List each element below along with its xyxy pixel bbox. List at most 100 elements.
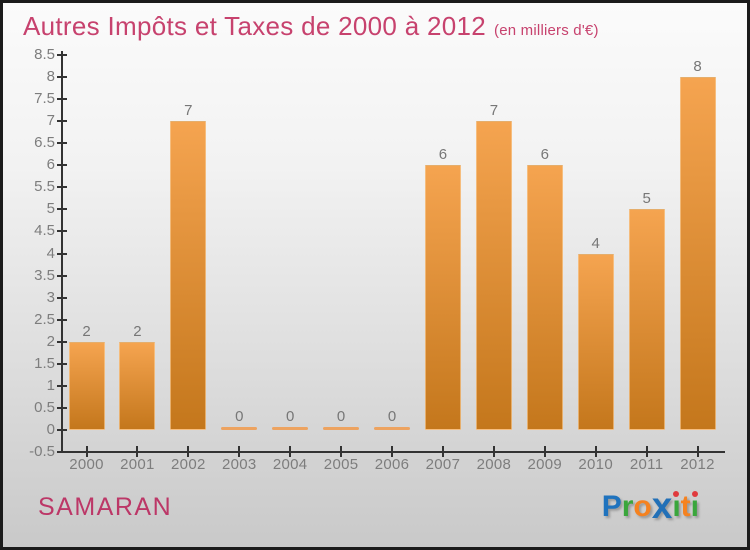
logo-letter: ı: [672, 490, 681, 523]
y-axis-tick: [57, 186, 67, 189]
chart-header: Autres Impôts et Taxes de 2000 à 2012 (en…: [23, 11, 599, 42]
x-axis-tick: [85, 446, 88, 457]
logo-letter: r: [621, 490, 634, 523]
y-axis-label: 8.5: [34, 45, 55, 63]
chart-title: Autres Impôts et Taxes de 2000 à 2012: [23, 11, 487, 41]
zero-bar: [272, 427, 309, 430]
y-axis-tick: [57, 208, 67, 211]
y-axis-tick: [57, 252, 67, 255]
x-axis-tick: [543, 446, 546, 457]
y-axis-tick: [57, 120, 67, 123]
bar-value-label: 0: [286, 408, 295, 425]
logo-letter: t: [680, 490, 691, 523]
x-axis-label: 2002: [171, 456, 206, 473]
y-axis-tick: [57, 164, 67, 167]
y-axis-label: 1.5: [34, 354, 55, 372]
bar-value-label: 4: [591, 234, 600, 252]
logo-letter: P: [601, 490, 622, 523]
x-axis-label: 2011: [629, 456, 664, 473]
y-axis-label: 0: [46, 421, 55, 438]
logo-letter: ı: [690, 490, 699, 523]
bar-value-label: 0: [336, 408, 346, 425]
y-axis-label: 3: [46, 288, 55, 306]
bar-value-label: 0: [235, 408, 244, 425]
bar-value-label: 6: [438, 146, 448, 164]
bar-value-label: 0: [387, 408, 397, 425]
x-axis-label: 2010: [578, 456, 613, 473]
logo-letter-dot: [673, 491, 680, 497]
x-axis-label: 2001: [120, 456, 155, 473]
y-axis-label: 7.5: [34, 90, 55, 108]
bar: [679, 77, 716, 430]
y-axis-label: 3.5: [34, 266, 55, 284]
bar: [628, 209, 665, 430]
y-axis-label: -0.5: [29, 443, 55, 461]
y-axis-line: [61, 51, 63, 453]
y-axis-tick: [57, 230, 67, 233]
y-axis-label: 4: [46, 244, 55, 262]
chart-subtitle: (en milliers d'€): [494, 22, 599, 39]
bar-value-label: 8: [693, 58, 702, 76]
bar-value-label: 2: [133, 322, 142, 340]
x-axis-label: 2003: [221, 456, 257, 473]
x-axis-label: 2008: [476, 456, 512, 473]
x-axis-tick: [696, 446, 699, 457]
y-axis-label: 6: [46, 156, 55, 174]
bar-value-label: 6: [540, 146, 549, 164]
y-axis-tick: [57, 318, 67, 321]
y-axis-tick: [57, 384, 67, 387]
bar: [68, 341, 105, 430]
y-axis-tick: [57, 451, 67, 454]
x-axis-label: 2005: [323, 456, 359, 473]
x-axis-tick: [136, 446, 139, 457]
x-axis-tick: [391, 446, 394, 457]
y-axis-tick: [57, 76, 67, 79]
x-axis-tick: [441, 446, 444, 457]
bar: [170, 121, 207, 430]
location-label: SAMARAN: [38, 493, 173, 521]
y-axis-tick: [57, 53, 67, 56]
bar-chart-plot: 8.5 8 7.5 7 6.5 6 5.5 5 4.5 4 3.5 3 2.5 2 1.5 1 0.5 0 -0.5…: [3, 3, 747, 547]
x-axis-tick: [289, 446, 292, 457]
x-axis-label: 2004: [272, 456, 308, 473]
bar-value-label: 2: [82, 322, 91, 340]
x-axis-label: 2006: [374, 456, 410, 473]
zero-bar: [221, 427, 258, 430]
x-axis-tick: [645, 446, 648, 457]
y-axis-tick: [57, 296, 67, 299]
x-axis-tick: [594, 446, 597, 457]
bar: [577, 253, 614, 430]
x-axis-tick: [340, 446, 343, 457]
y-axis-tick: [57, 406, 67, 409]
x-axis-tick: [187, 446, 190, 457]
x-axis-label: 2007: [425, 456, 461, 473]
x-axis-tick: [492, 446, 495, 457]
bar: [424, 165, 461, 430]
x-axis-label: 2009: [527, 456, 563, 473]
bar: [526, 165, 563, 430]
y-axis-label: 5: [46, 200, 55, 218]
bar: [475, 121, 512, 430]
proxiti-logo: Proxı tı: [601, 485, 699, 526]
y-axis-tick: [57, 98, 67, 101]
bar: [119, 341, 156, 430]
y-axis-tick: [57, 429, 67, 431]
y-axis-label: 7: [46, 112, 55, 130]
x-axis-label: 2012: [680, 456, 715, 473]
y-axis-label: 8: [46, 68, 55, 86]
zero-bar: [374, 427, 411, 430]
x-axis-label: 2000: [69, 456, 104, 473]
zero-bar: [323, 427, 360, 430]
logo-letter: x: [651, 485, 673, 526]
y-axis-tick: [57, 274, 67, 277]
y-axis-label: 1: [46, 376, 55, 394]
y-axis-tick: [57, 362, 67, 365]
y-axis-tick: [57, 340, 67, 343]
bar-value-label: 7: [489, 102, 499, 120]
bar-value-label: 7: [184, 102, 193, 120]
y-axis-label: 6.5: [34, 134, 55, 152]
x-axis-tick: [238, 446, 241, 457]
y-axis-tick: [57, 142, 67, 145]
y-axis-label: 4.5: [34, 222, 55, 240]
